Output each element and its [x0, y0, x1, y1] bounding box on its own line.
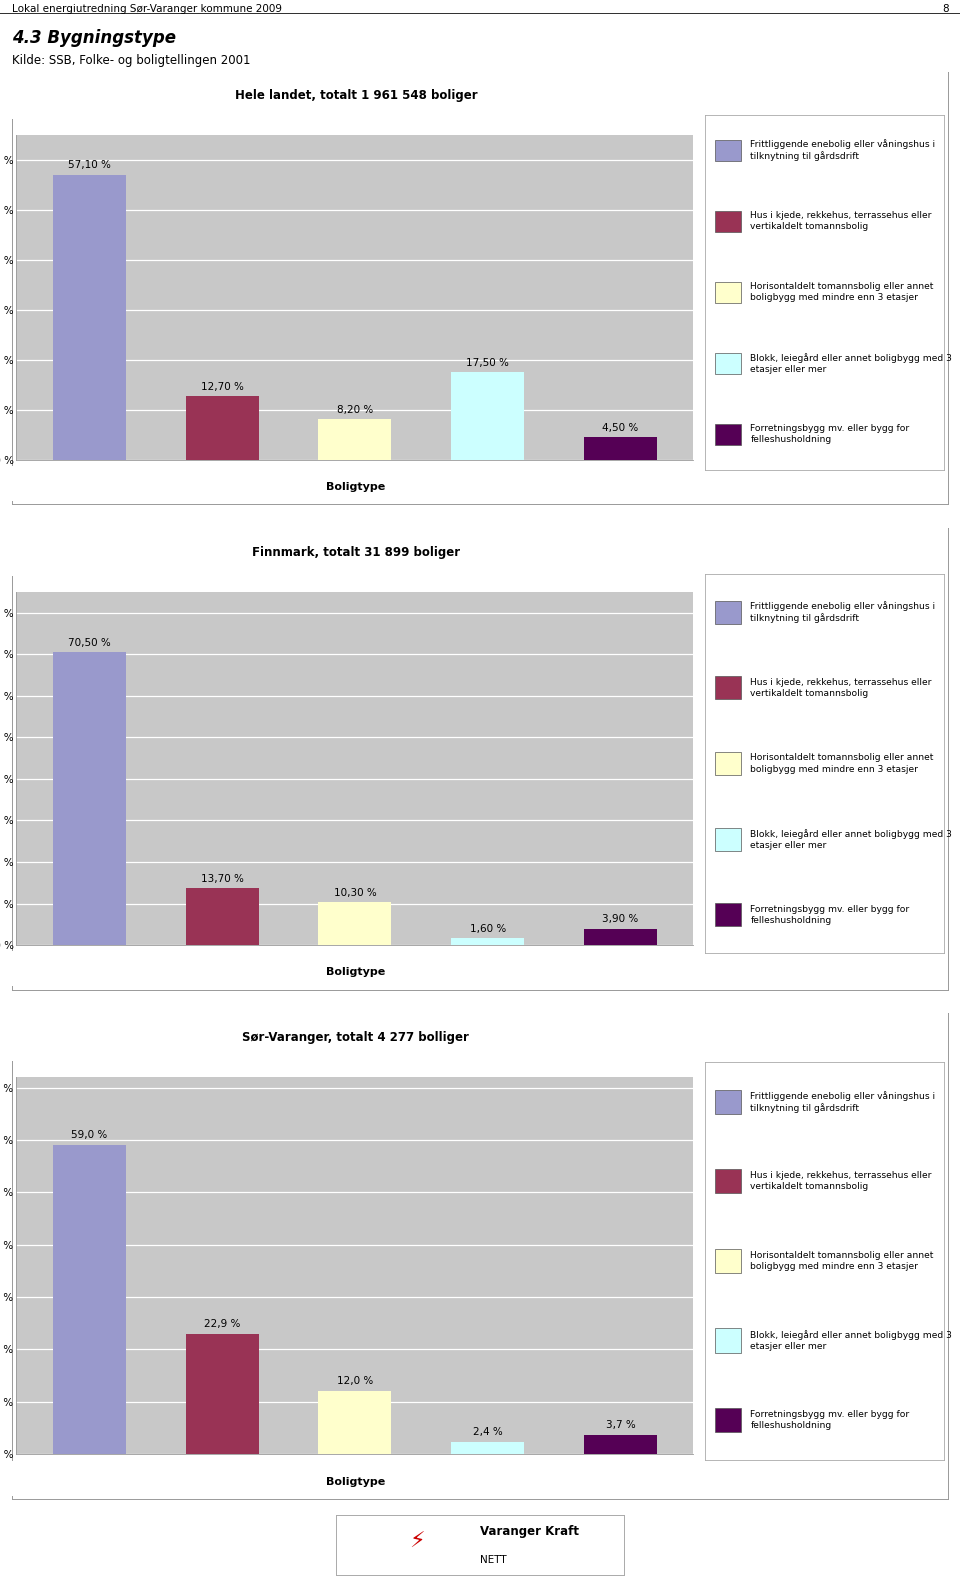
Bar — [185, 396, 258, 460]
Text: Frittliggende enebolig eller våningshus i
tilknytning til gårdsdrift: Frittliggende enebolig eller våningshus … — [751, 1091, 935, 1112]
Text: Forretningsbygg mv. eller bygg for
felleshusholdning: Forretningsbygg mv. eller bygg for felle… — [751, 425, 909, 444]
Bar — [714, 601, 741, 624]
Text: Varanger Kraft: Varanger Kraft — [480, 1526, 579, 1538]
Text: Finnmark, totalt 31 899 boliger: Finnmark, totalt 31 899 boliger — [252, 546, 460, 558]
Text: 4.3 Bygningstype: 4.3 Bygningstype — [12, 29, 176, 46]
Bar — [451, 372, 524, 460]
Text: Forretningsbygg mv. eller bygg for
felleshusholdning: Forretningsbygg mv. eller bygg for felle… — [751, 1410, 909, 1430]
Text: 1,60 %: 1,60 % — [469, 924, 506, 934]
Bar — [714, 1090, 741, 1114]
Text: Blokk, leiegård eller annet boligbygg med 3
etasjer eller mer: Blokk, leiegård eller annet boligbygg me… — [751, 1330, 952, 1351]
Text: Boligtype: Boligtype — [326, 1476, 386, 1486]
Bar — [714, 1249, 741, 1273]
Bar — [714, 210, 741, 232]
Text: Horisontaldelt tomannsbolig eller annet
boligbygg med mindre enn 3 etasjer: Horisontaldelt tomannsbolig eller annet … — [751, 1251, 934, 1271]
Text: 13,70 %: 13,70 % — [201, 873, 244, 883]
Bar — [451, 1441, 524, 1454]
Text: Horisontaldelt tomannsbolig eller annet
boligbygg med mindre enn 3 etasjer: Horisontaldelt tomannsbolig eller annet … — [751, 754, 934, 773]
Bar — [584, 1435, 657, 1454]
Text: 10,30 %: 10,30 % — [333, 888, 376, 897]
Bar — [584, 929, 657, 945]
Bar — [714, 753, 741, 775]
Bar — [53, 652, 126, 945]
Text: Sør-Varanger, totalt 4 277 bolliger: Sør-Varanger, totalt 4 277 bolliger — [243, 1031, 469, 1044]
Text: Frittliggende enebolig eller våningshus i
tilknytning til gårdsdrift: Frittliggende enebolig eller våningshus … — [751, 140, 935, 161]
Bar — [451, 939, 524, 945]
Text: 70,50 %: 70,50 % — [68, 638, 110, 648]
Text: Hus i kjede, rekkehus, terrassehus eller
vertikaldelt tomannsbolig: Hus i kjede, rekkehus, terrassehus eller… — [751, 212, 932, 231]
Bar — [714, 140, 741, 161]
Text: Blokk, leiegård eller annet boligbygg med 3
etasjer eller mer: Blokk, leiegård eller annet boligbygg me… — [751, 353, 952, 374]
Text: Boligtype: Boligtype — [326, 967, 386, 977]
Bar — [319, 902, 392, 945]
Text: ⚡: ⚡ — [409, 1532, 424, 1551]
Bar — [714, 904, 741, 926]
Bar — [714, 282, 741, 302]
Text: 4,50 %: 4,50 % — [602, 423, 638, 433]
Bar — [714, 676, 741, 700]
Text: 2,4 %: 2,4 % — [472, 1427, 502, 1437]
Bar — [53, 175, 126, 460]
Text: Hus i kjede, rekkehus, terrassehus eller
vertikaldelt tomannsbolig: Hus i kjede, rekkehus, terrassehus eller… — [751, 678, 932, 698]
Text: Forretningsbygg mv. eller bygg for
felleshusholdning: Forretningsbygg mv. eller bygg for felle… — [751, 905, 909, 924]
Text: 12,0 %: 12,0 % — [337, 1376, 373, 1386]
Bar — [319, 418, 392, 460]
Text: Boligtype: Boligtype — [326, 482, 386, 492]
Text: Frittliggende enebolig eller våningshus i
tilknytning til gårdsdrift: Frittliggende enebolig eller våningshus … — [751, 601, 935, 624]
Bar — [584, 438, 657, 460]
Bar — [714, 353, 741, 374]
Bar — [185, 1335, 258, 1454]
Text: 3,7 %: 3,7 % — [606, 1419, 636, 1430]
Text: 17,50 %: 17,50 % — [467, 358, 509, 368]
Text: Kilde: SSB, Folke- og boligtellingen 2001: Kilde: SSB, Folke- og boligtellingen 200… — [12, 54, 250, 67]
Text: 22,9 %: 22,9 % — [204, 1319, 240, 1330]
Bar — [53, 1146, 126, 1454]
Text: Horisontaldelt tomannsbolig eller annet
boligbygg med mindre enn 3 etasjer: Horisontaldelt tomannsbolig eller annet … — [751, 282, 934, 302]
Text: Hele landet, totalt 1 961 548 boliger: Hele landet, totalt 1 961 548 boliger — [234, 89, 477, 102]
Text: 59,0 %: 59,0 % — [71, 1130, 108, 1141]
Bar — [714, 1408, 741, 1432]
Bar — [185, 888, 258, 945]
Text: Lokal energiutredning Sør-Varanger kommune 2009: Lokal energiutredning Sør-Varanger kommu… — [12, 3, 281, 14]
Text: Hus i kjede, rekkehus, terrassehus eller
vertikaldelt tomannsbolig: Hus i kjede, rekkehus, terrassehus eller… — [751, 1171, 932, 1192]
Bar — [319, 1391, 392, 1454]
Text: 12,70 %: 12,70 % — [201, 382, 244, 391]
Bar — [714, 1169, 741, 1193]
Text: NETT: NETT — [480, 1554, 507, 1566]
Bar — [714, 1328, 741, 1352]
Bar — [714, 423, 741, 445]
Text: 57,10 %: 57,10 % — [68, 161, 110, 170]
Bar — [714, 827, 741, 851]
Text: 8,20 %: 8,20 % — [337, 404, 373, 415]
Text: 3,90 %: 3,90 % — [602, 915, 638, 924]
Text: Blokk, leiegård eller annet boligbygg med 3
etasjer eller mer: Blokk, leiegård eller annet boligbygg me… — [751, 829, 952, 850]
Text: 8: 8 — [942, 3, 948, 14]
